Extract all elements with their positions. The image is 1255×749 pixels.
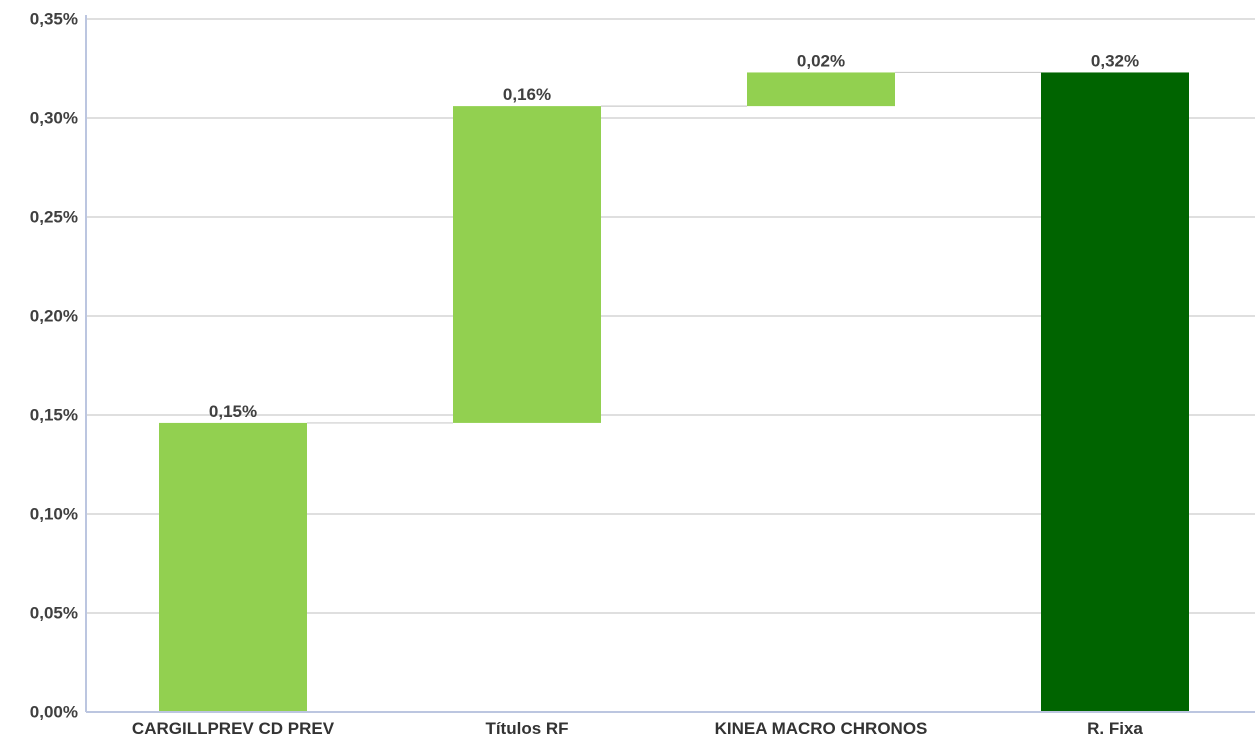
bars — [159, 72, 1189, 712]
bar-data-label: 0,32% — [1091, 51, 1139, 70]
y-tick-label: 0,35% — [30, 10, 78, 29]
x-category-label: KINEA MACRO CHRONOS — [715, 719, 928, 738]
bar-data-label: 0,15% — [209, 402, 257, 421]
increment-bar — [159, 422, 307, 712]
connector-lines — [307, 71, 1041, 424]
y-tick-label: 0,30% — [30, 109, 78, 128]
data-labels: 0,15% 0,16% 0,02% 0,32% — [209, 51, 1139, 420]
y-tick-label: 0,15% — [30, 406, 78, 425]
total-bar — [1041, 72, 1189, 712]
x-category-label: Títulos RF — [485, 719, 568, 738]
increment-bar — [747, 72, 895, 107]
x-category-labels: CARGILLPREV CD PREV Títulos RF KINEA MACRO… — [132, 719, 1143, 738]
y-tick-label: 0,20% — [30, 307, 78, 326]
increment-bar — [453, 106, 601, 423]
y-tick-labels: 0,00% 0,05% 0,10% 0,15% 0,20% 0,25% 0,30% 0,35% — [30, 10, 78, 722]
x-category-label: CARGILLPREV CD PREV — [132, 719, 335, 738]
y-tick-label: 0,10% — [30, 505, 78, 524]
y-tick-label: 0,00% — [30, 703, 78, 722]
axes — [85, 15, 1255, 713]
y-tick-label: 0,05% — [30, 604, 78, 623]
y-tick-label: 0,25% — [30, 208, 78, 227]
bar-data-label: 0,02% — [797, 51, 845, 70]
bar-data-label: 0,16% — [503, 85, 551, 104]
x-category-label: R. Fixa — [1087, 719, 1143, 738]
